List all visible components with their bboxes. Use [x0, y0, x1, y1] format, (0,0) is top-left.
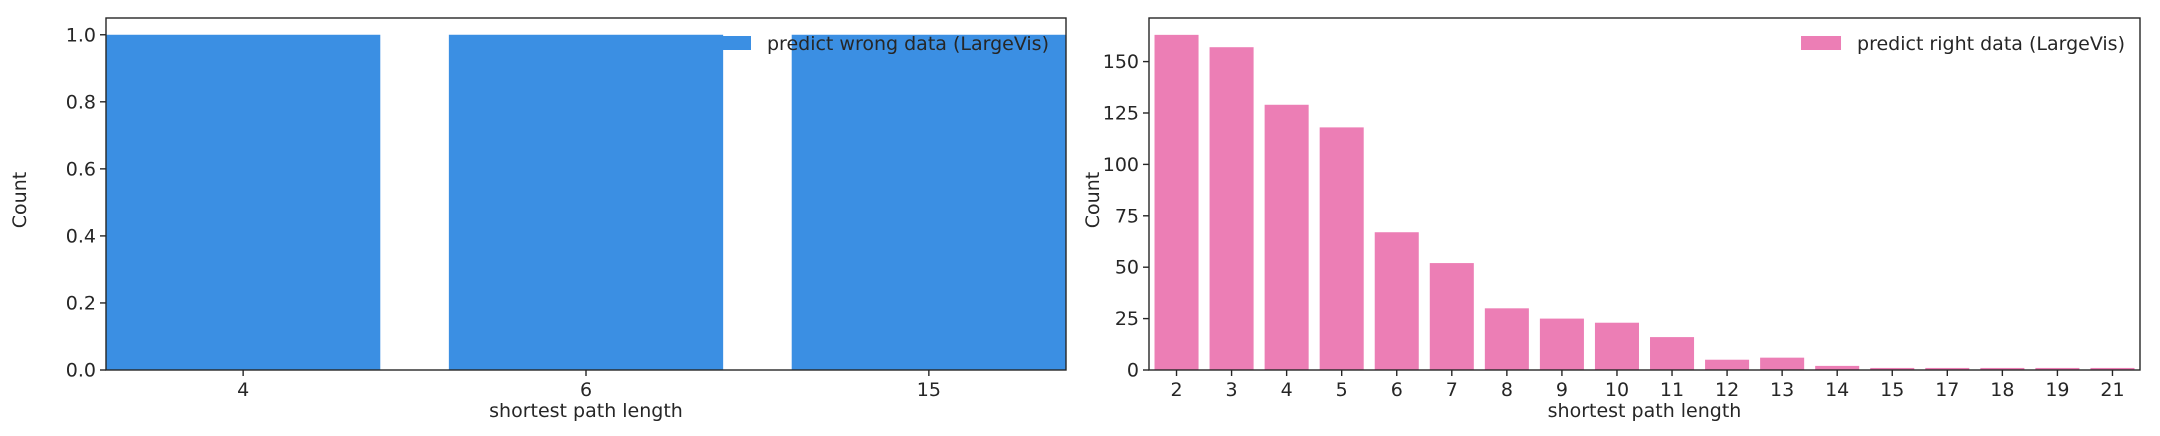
bar-6: [1374, 232, 1419, 370]
bar-4: [106, 34, 381, 370]
x-tick-label: 2: [1170, 379, 1182, 401]
y-tick-label: 0: [1127, 360, 1139, 382]
bar-10: [1594, 322, 1639, 370]
plot-frame: [1148, 17, 2141, 371]
x-tick-label: 19: [2045, 379, 2069, 401]
bar-6: [448, 34, 724, 370]
y-tick-label: 0.4: [66, 225, 96, 247]
x-tick-label: 6: [1391, 379, 1403, 401]
chart-panel-1: 0.0 0.2 0.4 0.6 0.8 1.0 4 6 15 shortest path leng…: [9, 17, 1067, 422]
y-axis: 0 25 50 75 100 125 150: [1103, 51, 1149, 382]
y-tick-label: 125: [1103, 102, 1139, 124]
bar-3: [1209, 47, 1254, 370]
x-tick-label: 11: [1660, 379, 1684, 401]
x-tick-label: 6: [580, 379, 592, 401]
x-tick-label: 12: [1715, 379, 1739, 401]
bar-18: [1980, 367, 2025, 370]
y-tick-label: 0.2: [66, 292, 96, 314]
y-tick-label: 150: [1103, 51, 1139, 73]
legend-label: predict wrong data (LargeVis): [767, 33, 1049, 55]
y-tick-label: 25: [1115, 308, 1139, 330]
chart-panel-2: 0 25 50 75 100 125 150 2 3 4 5 6 7 8 9 10 11 12 13 14 15 17 18…: [1082, 17, 2141, 422]
bars-group: [1154, 34, 2135, 371]
bar-21: [2090, 367, 2135, 370]
y-axis-label: Count: [1082, 172, 1104, 228]
y-tick-label: 75: [1115, 205, 1139, 227]
legend-label: predict right data (LargeVis): [1857, 33, 2125, 55]
x-axis: 4 6 15: [237, 370, 941, 401]
x-tick-label: 17: [1935, 379, 1959, 401]
legend-swatch: [1801, 36, 1842, 50]
x-tick-label: 21: [2100, 379, 2124, 401]
y-tick-label: 0.0: [66, 360, 96, 382]
bar-19: [2035, 367, 2080, 370]
x-tick-label: 5: [1336, 379, 1348, 401]
x-tick-label: 4: [237, 379, 249, 401]
bar-12: [1705, 359, 1750, 370]
bar-8: [1484, 308, 1529, 370]
y-tick-label: 0.8: [66, 91, 96, 113]
x-axis-label: shortest path length: [489, 400, 683, 422]
x-tick-label: 8: [1501, 379, 1513, 401]
bar-4: [1264, 104, 1309, 371]
x-tick-label: 9: [1556, 379, 1568, 401]
x-tick-label: 7: [1446, 379, 1458, 401]
bar-15: [791, 34, 1066, 370]
x-tick-label: 14: [1825, 379, 1849, 401]
x-tick-label: 10: [1605, 379, 1629, 401]
bar-11: [1650, 337, 1695, 370]
bar-14: [1815, 365, 1860, 370]
y-axis: 0.0 0.2 0.4 0.6 0.8 1.0: [66, 24, 106, 382]
bar-9: [1539, 318, 1584, 370]
legend: predict wrong data (LargeVis): [711, 33, 1049, 55]
x-tick-label: 15: [1880, 379, 1904, 401]
bar-7: [1429, 263, 1474, 370]
x-tick-label: 13: [1770, 379, 1794, 401]
legend-swatch: [711, 36, 751, 50]
x-axis-label: shortest path length: [1548, 400, 1742, 422]
bar-5: [1319, 127, 1364, 370]
bars-group: [106, 34, 1066, 370]
x-tick-label: 18: [1990, 379, 2014, 401]
y-tick-label: 100: [1103, 154, 1139, 176]
bar-13: [1760, 357, 1805, 370]
x-tick-label: 15: [917, 379, 941, 401]
bar-2: [1154, 34, 1199, 371]
bar-17: [1925, 367, 1970, 370]
x-tick-label: 3: [1226, 379, 1238, 401]
legend: predict right data (LargeVis): [1801, 33, 2125, 55]
y-axis-label: Count: [9, 172, 31, 228]
y-tick-label: 50: [1115, 257, 1139, 279]
bar-15: [1870, 367, 1915, 370]
x-tick-label: 4: [1281, 379, 1293, 401]
y-tick-label: 0.6: [66, 158, 96, 180]
x-axis: 2 3 4 5 6 7 8 9 10 11 12 13 14 15 17 18 19 21: [1170, 370, 2125, 401]
y-tick-label: 1.0: [66, 24, 96, 46]
